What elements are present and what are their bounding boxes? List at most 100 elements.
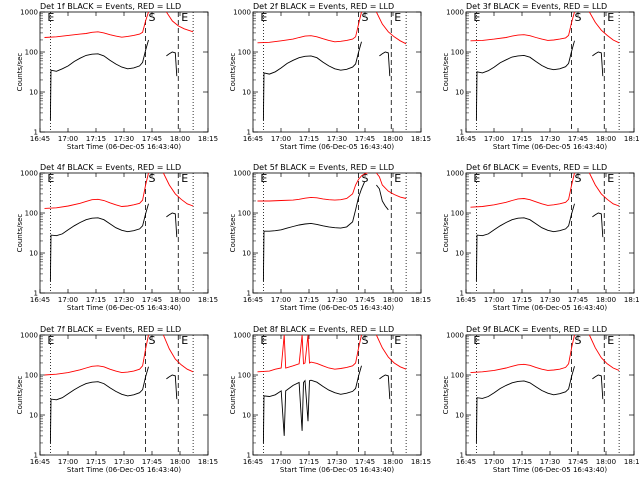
event-marker-label: S — [149, 172, 156, 185]
lld-series-line — [375, 11, 407, 45]
event-marker-label: S — [575, 11, 582, 24]
y-tick-label: 1000 — [233, 9, 251, 17]
x-tick-label: 17:00 — [58, 458, 78, 466]
x-tick-label: 17:15 — [299, 135, 319, 143]
x-tick-label: 17:30 — [114, 135, 134, 143]
y-tick-label: 1 — [460, 452, 464, 460]
x-tick-label: 18:15 — [411, 135, 431, 143]
y-tick-label: 1000 — [20, 170, 38, 178]
x-axis-label: Start Time (06-Dec-05 16:43:40) — [67, 304, 181, 312]
chart-title: Det 3f BLACK = Events, RED = LLD — [466, 2, 607, 11]
x-tick-label: 17:30 — [114, 458, 134, 466]
x-tick-label: 18:00 — [170, 458, 190, 466]
plot-frame — [465, 172, 635, 294]
lld-series-line — [375, 334, 407, 370]
x-tick-label: 18:00 — [596, 296, 616, 304]
x-axis-label: Start Time (06-Dec-05 16:43:40) — [493, 466, 607, 474]
x-tick-label: 16:45 — [30, 135, 50, 143]
x-tick-label: 17:00 — [484, 296, 504, 304]
x-tick-label: 17:45 — [568, 458, 588, 466]
x-tick-label: 17:30 — [114, 296, 134, 304]
x-tick-label: 16:45 — [243, 458, 263, 466]
x-tick-label: 18:00 — [383, 296, 403, 304]
y-tick-label: 1000 — [233, 170, 251, 178]
x-tick-label: 17:45 — [355, 296, 375, 304]
y-tick-label: 1000 — [446, 9, 464, 17]
x-axis-label: Start Time (06-Dec-05 16:43:40) — [67, 466, 181, 474]
x-tick-label: 17:15 — [86, 135, 106, 143]
x-tick-label: 18:00 — [596, 458, 616, 466]
x-tick-label: 17:00 — [271, 296, 291, 304]
event-marker-label: E — [47, 334, 54, 347]
lld-series-line — [588, 172, 620, 207]
x-tick-label: 16:45 — [30, 458, 50, 466]
events-series-line — [262, 181, 365, 282]
event-marker-label: E — [181, 172, 188, 185]
x-tick-label: 17:30 — [540, 296, 560, 304]
x-axis-label: Start Time (06-Dec-05 16:43:40) — [493, 304, 607, 312]
events-series-line — [475, 40, 575, 121]
y-tick-label: 10 — [29, 412, 38, 420]
events-series-line — [49, 366, 149, 444]
y-tick-label: 1 — [34, 290, 38, 298]
y-axis-label: Counts/sec — [16, 376, 24, 415]
x-tick-label: 18:15 — [198, 296, 218, 304]
events-series-line — [262, 41, 362, 121]
x-tick-label: 17:45 — [568, 135, 588, 143]
chart-panel: Det 3f BLACK = Events, RED = LLD 1 10 100 10… — [442, 2, 640, 151]
y-tick-label: 10 — [455, 89, 464, 97]
x-tick-label: 18:00 — [596, 135, 616, 143]
events-series-line — [592, 212, 604, 238]
event-marker-label: S — [575, 172, 582, 185]
chart-panel: Det 9f BLACK = Events, RED = LLD 1 10 100 10… — [442, 325, 640, 474]
y-tick-label: 100 — [451, 49, 464, 57]
events-series-line — [262, 365, 362, 444]
x-axis-label: Start Time (06-Dec-05 16:43:40) — [280, 304, 394, 312]
lld-series-line — [44, 11, 149, 38]
lld-series-line — [588, 334, 620, 371]
x-tick-label: 18:00 — [383, 458, 403, 466]
events-series-line — [49, 203, 149, 282]
x-tick-label: 17:30 — [327, 296, 347, 304]
x-tick-label: 18:15 — [624, 458, 640, 466]
x-tick-label: 17:15 — [512, 458, 532, 466]
x-tick-label: 17:30 — [540, 458, 560, 466]
event-marker-label: S — [362, 172, 369, 185]
y-axis-label: Counts/sec — [229, 214, 237, 253]
lld-series-line — [166, 11, 194, 33]
y-tick-label: 10 — [455, 412, 464, 420]
lld-series-line — [162, 172, 194, 207]
x-tick-label: 17:30 — [327, 135, 347, 143]
y-tick-label: 1 — [460, 129, 464, 137]
y-axis-label: Counts/sec — [229, 376, 237, 415]
chart-panel: Det 5f BLACK = Events, RED = LLD 1 10 100 10… — [229, 163, 431, 312]
x-tick-label: 16:45 — [456, 135, 476, 143]
x-tick-label: 18:15 — [198, 135, 218, 143]
x-tick-label: 17:15 — [512, 135, 532, 143]
events-series-line — [49, 39, 149, 121]
x-tick-label: 18:15 — [198, 458, 218, 466]
event-marker-label: E — [607, 334, 614, 347]
x-tick-label: 18:15 — [624, 296, 640, 304]
chart-panel: Det 2f BLACK = Events, RED = LLD 1 10 100 10… — [229, 2, 431, 151]
x-tick-label: 17:45 — [355, 458, 375, 466]
x-tick-label: 17:15 — [512, 296, 532, 304]
lld-series-line — [589, 11, 620, 44]
x-axis-label: Start Time (06-Dec-05 16:43:40) — [67, 143, 181, 151]
event-marker-label: E — [394, 172, 401, 185]
x-tick-label: 18:00 — [170, 296, 190, 304]
y-tick-label: 10 — [242, 412, 251, 420]
events-series-line — [166, 212, 178, 238]
x-tick-label: 17:45 — [355, 135, 375, 143]
event-marker-label: E — [607, 11, 614, 24]
x-tick-label: 17:30 — [540, 135, 560, 143]
events-series-line — [379, 374, 391, 400]
events-series-line — [592, 374, 604, 400]
plot-frame — [252, 334, 422, 456]
x-tick-label: 17:00 — [58, 296, 78, 304]
x-tick-label: 18:15 — [411, 296, 431, 304]
plot-frame — [39, 11, 209, 133]
event-marker-label: E — [181, 11, 188, 24]
x-tick-label: 18:15 — [411, 458, 431, 466]
